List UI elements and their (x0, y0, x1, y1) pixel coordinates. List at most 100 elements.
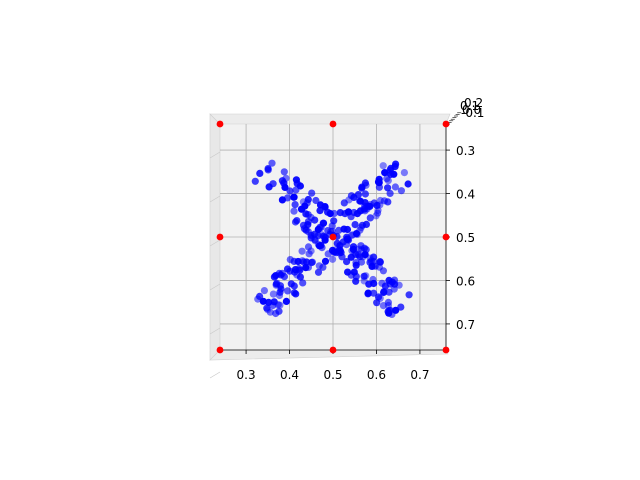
blue-point-212 (293, 217, 301, 225)
blue-point-12 (268, 159, 276, 167)
blue-point-41 (397, 187, 405, 195)
side-grid-line-3 (209, 283, 221, 291)
blue-point-244 (376, 294, 384, 302)
blue-point-0 (251, 177, 259, 185)
red-point-4 (329, 233, 337, 241)
blue-point-170 (312, 196, 320, 205)
blue-point-33 (304, 243, 313, 251)
blue-point-236 (283, 194, 292, 202)
blue-point-263 (390, 170, 398, 178)
blue-point-228 (366, 258, 374, 266)
blue-point-204 (384, 301, 392, 310)
blue-point-151 (351, 221, 359, 229)
blue-point-197 (386, 189, 394, 197)
blue-point-166 (381, 282, 389, 290)
blue-point-252 (264, 165, 272, 173)
blue-point-21 (284, 287, 292, 295)
blue-point-257 (263, 304, 271, 312)
blue-point-262 (355, 245, 363, 253)
blue-point-246 (385, 288, 393, 296)
blue-point-258 (317, 223, 325, 232)
z-tick-label-2: 0.0 (462, 103, 481, 117)
blue-point-274 (304, 218, 312, 226)
red-point-0 (216, 120, 224, 128)
blue-point-247 (345, 208, 353, 216)
grid-lines (209, 124, 446, 379)
blue-point-213 (361, 202, 369, 210)
blue-point-281 (372, 212, 380, 220)
x-tick-label-3: 0.6 (367, 368, 386, 382)
blue-point-190 (290, 193, 298, 201)
blue-point-143 (384, 177, 392, 185)
blue-point-164 (343, 258, 351, 266)
blue-point-180 (385, 276, 393, 284)
red-point-7 (329, 346, 337, 354)
blue-point-255 (380, 197, 388, 205)
blue-point-253 (256, 292, 264, 300)
blue-point-67 (321, 257, 330, 265)
blue-point-13 (314, 268, 323, 276)
blue-point-288 (301, 202, 309, 210)
blue-point-286 (369, 275, 377, 284)
blue-point-270 (405, 291, 413, 299)
blue-point-265 (362, 220, 370, 228)
z-tick-label-3: -0.1 (461, 106, 484, 120)
blue-point-72 (281, 183, 289, 191)
blue-point-269 (320, 232, 328, 240)
blue-point-229 (277, 285, 285, 293)
blue-point-293 (303, 258, 311, 266)
blue-point-251 (282, 297, 290, 305)
blue-point-134 (291, 201, 299, 209)
blue-point-230 (282, 174, 290, 182)
blue-point-279 (265, 298, 273, 306)
blue-point-224 (330, 217, 338, 225)
blue-point-296 (340, 225, 348, 233)
blue-point-278 (390, 276, 399, 284)
x-tick-label-0: 0.3 (237, 368, 256, 382)
z-tick-label-1: 0.1 (460, 99, 479, 113)
blue-point-271 (336, 209, 344, 217)
blue-point-181 (391, 183, 399, 191)
blue-point-291 (352, 230, 361, 238)
blue-point-289 (381, 169, 389, 177)
red-point-8 (442, 346, 450, 354)
blue-point-284 (314, 240, 322, 248)
side-grid-line-2 (209, 239, 221, 247)
y-tick-label-1: 0.4 (456, 188, 475, 202)
blue-point-287 (307, 234, 315, 242)
blue-point-243 (278, 269, 286, 277)
blue-point-149 (270, 298, 278, 306)
blue-point-177 (366, 214, 374, 222)
blue-point-285 (290, 257, 298, 265)
blue-point-267 (392, 160, 400, 168)
x-tick-label-2: 0.5 (323, 368, 342, 382)
blue-point-84 (357, 258, 366, 266)
blue-point-206 (362, 246, 370, 254)
blue-point-207 (384, 184, 392, 192)
blue-point-276 (290, 207, 298, 215)
blue-point-199 (272, 280, 280, 288)
red-point-5 (442, 233, 450, 241)
blue-point-298 (292, 176, 300, 184)
blue-point-238 (280, 179, 288, 187)
blue-point-200 (364, 290, 372, 298)
blue-point-158 (265, 183, 273, 191)
tick-labels: 0.3 0.4 0.5 0.6 0.7 0.3 0.4 0.5 0.6 0.7 0.20.10.0-… (237, 96, 485, 382)
side-grid-line-0 (209, 151, 221, 159)
blue-point-294 (360, 272, 368, 280)
red-point-3 (216, 233, 224, 241)
y-tick-label-0: 0.3 (456, 144, 475, 158)
blue-point-256 (308, 189, 316, 197)
blue-point-169 (356, 197, 364, 205)
blue-point-266 (321, 203, 329, 211)
red-point-6 (216, 346, 224, 354)
blue-point-239 (340, 199, 348, 207)
blue-point-83 (308, 258, 316, 266)
blue-point-85 (315, 262, 323, 270)
red-point-2 (442, 120, 450, 128)
blue-point-171 (270, 273, 278, 281)
blue-point-235 (375, 179, 383, 187)
blue-point-65 (354, 191, 362, 199)
blue-point-299 (269, 290, 277, 298)
